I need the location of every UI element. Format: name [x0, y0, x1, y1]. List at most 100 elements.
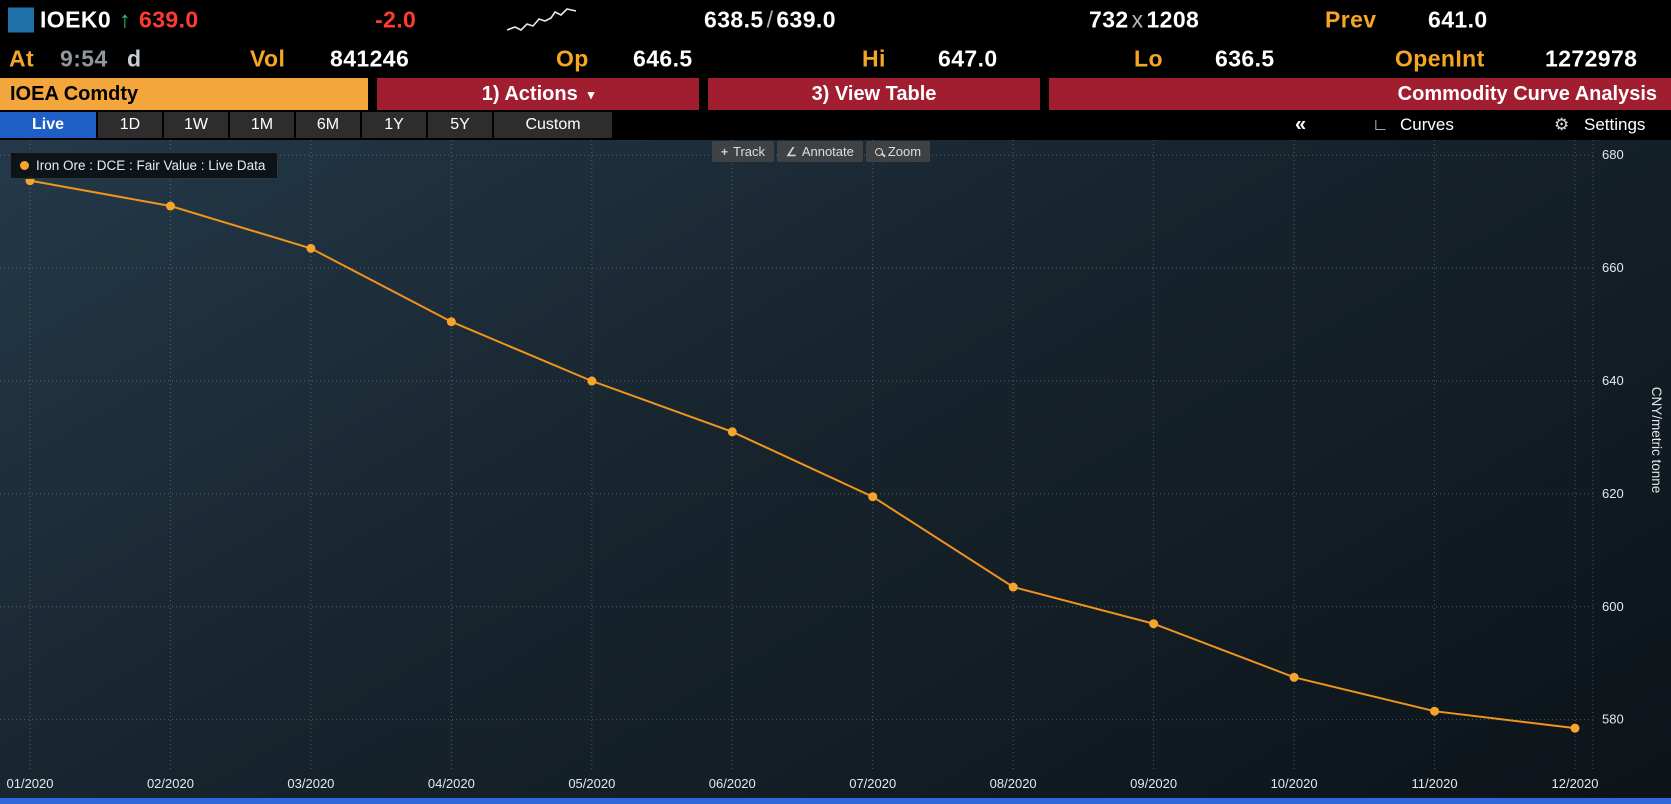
- delay-indicator: d: [127, 45, 142, 72]
- tab-6m[interactable]: 6M: [296, 112, 360, 138]
- price-series: [25, 176, 1580, 733]
- annotate-button[interactable]: ∠ Annotate: [777, 141, 863, 162]
- ask-price: 639.0: [776, 6, 836, 33]
- view-table-label: 3) View Table: [811, 82, 937, 105]
- x-tick-label: 03/2020: [287, 776, 334, 791]
- tab-custom[interactable]: Custom: [494, 112, 612, 138]
- series-legend-label: Iron Ore : DCE : Fair Value : Live Data: [36, 158, 266, 173]
- x-tick-label: 11/2020: [1412, 776, 1458, 791]
- pencil-icon: ∠: [786, 144, 797, 159]
- x-tick-label: 02/2020: [147, 776, 194, 791]
- volume-label: Vol: [250, 45, 286, 72]
- data-point[interactable]: [1149, 619, 1159, 629]
- x-tick-label: 09/2020: [1130, 776, 1177, 791]
- caret-down-icon: ▾: [587, 87, 595, 102]
- tab-1w[interactable]: 1W: [164, 112, 228, 138]
- curves-icon: ∟: [1372, 115, 1389, 134]
- volume-value: 841246: [330, 45, 410, 72]
- quote-time: 9:54: [60, 45, 108, 72]
- track-button[interactable]: + Track: [712, 141, 775, 162]
- chart-grid: [0, 140, 1594, 770]
- x-tick-label: 10/2020: [1271, 776, 1318, 791]
- low-value: 636.5: [1215, 45, 1275, 72]
- open-interest-label: OpenInt: [1395, 45, 1485, 72]
- settings-button[interactable]: Settings: [1584, 115, 1646, 134]
- bid-ask-size: 732 x 1208: [1089, 7, 1199, 34]
- curve-chart-svg[interactable]: 01/2020 02/2020 03/2020 04/2020 05/2020 06/20…: [0, 140, 1671, 804]
- annotate-label: Annotate: [801, 144, 854, 159]
- app-title-bar: Commodity Curve Analysis: [1049, 78, 1671, 110]
- last-price: 639.0: [139, 6, 199, 33]
- tab-1d[interactable]: 1D: [98, 112, 162, 138]
- price-line: [29, 179, 1576, 730]
- series-marker-icon: [20, 161, 29, 170]
- magnifier-icon: [874, 147, 883, 156]
- high-value: 647.0: [938, 45, 998, 72]
- prev-label: Prev: [1325, 6, 1377, 33]
- data-point[interactable]: [1430, 706, 1440, 716]
- curve-chart-area[interactable]: 01/2020 02/2020 03/2020 04/2020 05/2020 06/20…: [0, 140, 1671, 804]
- app-title: Commodity Curve Analysis: [1397, 82, 1657, 105]
- tab-live[interactable]: Live: [0, 112, 96, 138]
- bottom-scroll-strip: [0, 798, 1671, 804]
- open-label: Op: [556, 45, 589, 72]
- data-point[interactable]: [1289, 672, 1299, 682]
- bid-ask-separator-icon: /: [766, 6, 774, 33]
- security-tab[interactable]: IOEA Comdty: [0, 78, 368, 110]
- collapse-panel-button[interactable]: «: [1295, 113, 1307, 136]
- high-label: Hi: [862, 45, 886, 72]
- y-tick-label: 680: [1602, 147, 1624, 162]
- data-point[interactable]: [165, 201, 175, 211]
- y-axis-title: CNY/metric tonne: [1649, 387, 1664, 494]
- axis-labels: 01/2020 02/2020 03/2020 04/2020 05/2020 06/20…: [7, 147, 1665, 791]
- size-separator-icon: x: [1131, 6, 1144, 33]
- net-change: -2.0: [375, 6, 417, 33]
- x-tick-label: 08/2020: [990, 776, 1037, 791]
- ask-size: 1208: [1146, 6, 1200, 33]
- data-point[interactable]: [306, 243, 316, 253]
- settings-gear-icon: ⚙: [1554, 115, 1570, 134]
- x-tick-label: 07/2020: [849, 776, 896, 791]
- tab-5y[interactable]: 5Y: [428, 112, 492, 138]
- data-point[interactable]: [727, 427, 737, 437]
- at-label: At: [9, 45, 35, 72]
- actions-menu-button[interactable]: 1) Actions ▾: [377, 78, 699, 110]
- sparkline-icon: [506, 8, 577, 31]
- crosshair-icon: +: [721, 144, 729, 159]
- y-tick-label: 580: [1602, 712, 1624, 727]
- track-label: Track: [733, 144, 766, 159]
- y-tick-label: 620: [1602, 486, 1624, 501]
- view-table-button[interactable]: 3) View Table: [708, 78, 1040, 110]
- y-tick-label: 640: [1602, 373, 1624, 388]
- x-tick-label: 04/2020: [428, 776, 475, 791]
- up-arrow-icon: ↑: [119, 6, 131, 33]
- data-point[interactable]: [868, 492, 878, 502]
- bid-size: 732: [1089, 6, 1129, 33]
- x-tick-label: 05/2020: [568, 776, 615, 791]
- data-point[interactable]: [446, 317, 456, 327]
- tab-1y[interactable]: 1Y: [362, 112, 426, 138]
- x-tick-label: 01/2020: [7, 776, 54, 791]
- security-color-icon: [8, 7, 34, 33]
- data-point[interactable]: [1570, 723, 1580, 733]
- chart-toolbar: + Track ∠ Annotate Zoom: [712, 141, 931, 162]
- tab-1m[interactable]: 1M: [230, 112, 294, 138]
- menu-bar: IOEA Comdty 1) Actions ▾ 3) View Table C…: [0, 78, 1671, 110]
- y-tick-label: 660: [1602, 260, 1624, 275]
- curves-button[interactable]: Curves: [1400, 115, 1454, 134]
- quote-line-1: IOEK0 ↑ 639.0 -2.0 638.5/639.0 732 x 1208 …: [0, 0, 1671, 40]
- zoom-button[interactable]: Zoom: [865, 141, 931, 162]
- low-label: Lo: [1134, 45, 1163, 72]
- data-point[interactable]: [1008, 582, 1018, 592]
- quote-line-2: At 9:54 d Vol 841246 Op 646.5 Hi 647.0 L…: [0, 40, 1671, 78]
- open-interest-value: 1272978: [1545, 45, 1638, 72]
- y-tick-label: 600: [1602, 599, 1624, 614]
- actions-label: 1) Actions: [481, 82, 578, 105]
- zoom-label: Zoom: [887, 144, 922, 159]
- open-value: 646.5: [633, 45, 693, 72]
- data-point[interactable]: [587, 376, 597, 386]
- x-tick-label: 06/2020: [709, 776, 756, 791]
- chart-legend[interactable]: Iron Ore : DCE : Fair Value : Live Data: [10, 152, 279, 179]
- security-tab-label: IOEA Comdty: [10, 82, 139, 105]
